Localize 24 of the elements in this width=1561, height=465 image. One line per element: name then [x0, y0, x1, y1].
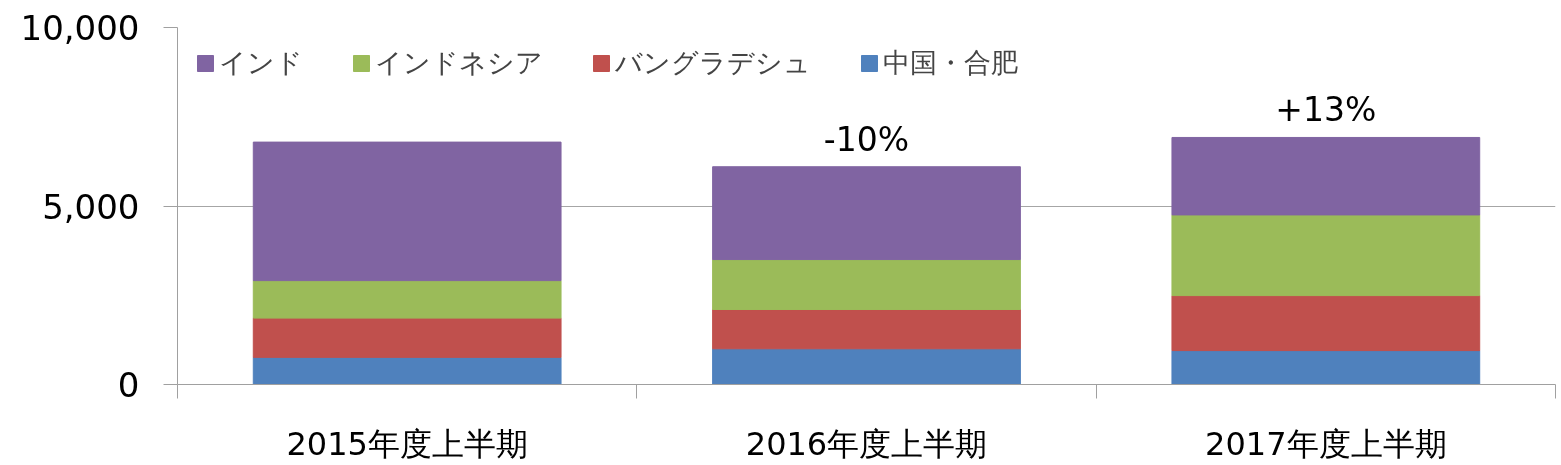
- bar: [712, 309, 1021, 350]
- x-tick-label: 2015年度上半期: [286, 424, 528, 463]
- bar: [1171, 214, 1481, 297]
- y-tick-label: 10,000: [20, 8, 140, 48]
- bar: [252, 280, 562, 319]
- bar: [1171, 295, 1481, 352]
- bar: [712, 348, 1021, 385]
- legend-label: バングラデシュ: [615, 46, 811, 80]
- legend-label: インド: [219, 46, 303, 80]
- bar: [252, 356, 562, 385]
- y-tick-label: 5,000: [42, 186, 140, 227]
- legend-label: インドネシア: [375, 46, 543, 80]
- bar: [1171, 350, 1481, 385]
- bar: [712, 259, 1021, 311]
- annotation: -10%: [823, 119, 910, 159]
- bar: [252, 141, 562, 282]
- legend-label: 中国・合肥: [883, 46, 1018, 80]
- bar: [1171, 136, 1481, 216]
- x-tick-label: 2016年度上半期: [745, 424, 988, 463]
- y-tick-label: 0: [117, 365, 140, 405]
- x-tick-label: 2017年度上半期: [1205, 424, 1447, 463]
- bar: [252, 317, 562, 358]
- bar: [712, 166, 1021, 261]
- annotation: +13%: [1275, 90, 1377, 130]
